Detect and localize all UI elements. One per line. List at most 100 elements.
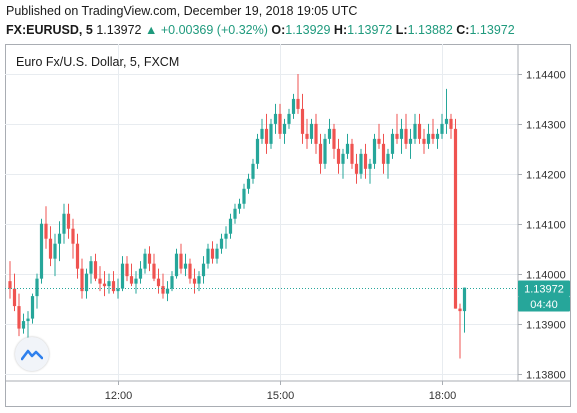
candle-body <box>161 286 165 294</box>
candle <box>440 113 444 139</box>
candle-body <box>125 263 129 277</box>
candle <box>75 233 80 279</box>
candle-body <box>116 288 120 292</box>
candle <box>12 273 17 312</box>
candle-body <box>39 223 44 279</box>
candle <box>80 258 84 299</box>
candle <box>413 113 417 144</box>
candle <box>107 273 111 294</box>
candle-body <box>422 138 426 144</box>
candle <box>129 263 134 287</box>
last-price-marker: 1.13972 04:40 <box>518 280 570 312</box>
candle <box>287 108 291 129</box>
symbol-info-bar: FX:EURUSD, 5 1.13972 ▲ +0.00369 (+0.32%)… <box>6 23 515 37</box>
candle <box>170 271 174 292</box>
candle <box>264 113 269 154</box>
candle <box>215 243 219 264</box>
candle <box>111 271 116 294</box>
candle-body <box>66 213 71 229</box>
candle <box>386 148 390 179</box>
candle-body <box>107 281 111 287</box>
y-tick-label: 1.13800 <box>526 370 566 382</box>
candle <box>98 266 102 292</box>
candle-body <box>237 203 242 209</box>
candle <box>260 118 264 144</box>
last-price-label: 1.13972 <box>524 284 564 296</box>
y-tick-label: 1.14200 <box>526 170 566 182</box>
candle-body <box>404 128 408 144</box>
candle <box>206 243 210 269</box>
candle-body <box>449 118 453 129</box>
high-label: H: <box>333 23 348 37</box>
candle-body <box>228 218 233 234</box>
candle <box>462 287 467 333</box>
candle-body <box>359 153 363 174</box>
candle <box>417 113 422 144</box>
candle-body <box>390 133 395 154</box>
change-up-arrow-icon: ▲ <box>144 23 158 37</box>
candle <box>102 271 107 297</box>
candle <box>242 183 246 209</box>
candle <box>26 311 30 339</box>
candle <box>89 256 93 284</box>
candle-body <box>462 287 467 312</box>
open-label: O: <box>271 23 286 37</box>
candle-body <box>300 108 305 134</box>
candle <box>395 113 399 144</box>
candle-body <box>48 238 53 259</box>
low-value: 1.13882 <box>407 23 453 37</box>
logo-glyph-icon <box>21 349 43 361</box>
candle-body <box>80 268 84 292</box>
candle-body <box>138 268 143 279</box>
candle <box>30 293 35 324</box>
candle-body <box>408 138 413 144</box>
candle-body <box>336 148 341 164</box>
y-tick-label: 1.14100 <box>526 220 566 232</box>
price-axis: 1.13800 1.13900 1.14000 1.14100 1.14200 1.143… <box>518 70 566 382</box>
candle-body <box>453 128 458 309</box>
candle <box>237 198 242 214</box>
candle-body <box>363 153 368 169</box>
candle-body <box>291 98 296 114</box>
candle <box>134 271 138 294</box>
candle-body <box>93 261 98 279</box>
candle-body <box>431 133 435 139</box>
candle-body <box>305 133 309 139</box>
candle <box>84 268 89 299</box>
candle-body <box>35 278 39 297</box>
candle-body <box>395 133 399 139</box>
candle <box>197 271 201 292</box>
candle <box>17 293 21 337</box>
candle-body <box>386 153 390 164</box>
candle <box>233 203 237 224</box>
candle-body <box>426 133 431 144</box>
candle <box>300 93 305 144</box>
candle <box>381 133 386 174</box>
tradingview-logo-icon[interactable] <box>15 337 49 371</box>
candle <box>192 268 197 294</box>
candle-body <box>278 113 282 134</box>
candle-body <box>8 281 12 289</box>
candle <box>390 128 395 159</box>
candle <box>152 253 156 282</box>
candle-body <box>143 253 147 269</box>
candle <box>224 226 228 249</box>
chart-frame <box>5 44 571 407</box>
candle-body <box>399 128 404 139</box>
candle <box>183 253 188 277</box>
candle <box>201 256 206 284</box>
candle <box>354 153 359 184</box>
candle-body <box>26 318 30 322</box>
candle <box>251 158 255 184</box>
candle <box>372 133 377 169</box>
candle <box>341 148 345 179</box>
candle <box>161 273 165 299</box>
candle-body <box>251 163 255 179</box>
candle-body <box>269 123 273 144</box>
candle-body <box>62 213 66 234</box>
candle <box>458 303 462 359</box>
x-tick-label: 18:00 <box>429 390 457 402</box>
candle-body <box>17 306 21 329</box>
candle <box>156 268 161 294</box>
